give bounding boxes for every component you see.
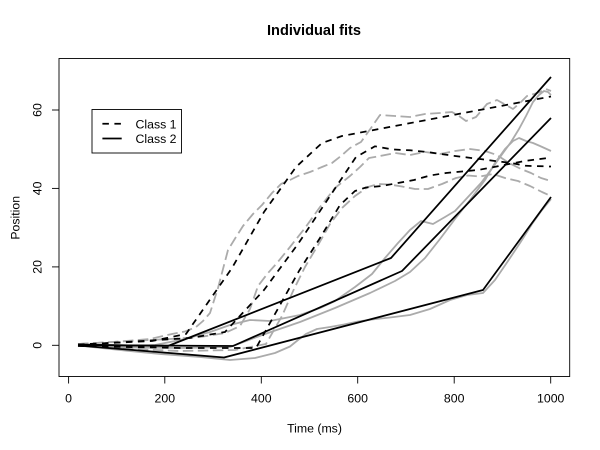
svg-text:Individual fits: Individual fits: [267, 23, 361, 39]
svg-text:1000: 1000: [537, 392, 565, 406]
svg-text:Class 1: Class 1: [136, 117, 177, 131]
svg-text:20: 20: [30, 260, 44, 274]
svg-text:60: 60: [30, 103, 44, 117]
svg-text:200: 200: [155, 392, 176, 406]
svg-text:800: 800: [444, 392, 465, 406]
svg-text:Position: Position: [9, 196, 23, 240]
svg-text:0: 0: [65, 392, 72, 406]
svg-text:Class 2: Class 2: [136, 132, 177, 146]
svg-text:Time (ms): Time (ms): [287, 422, 342, 436]
svg-text:600: 600: [347, 392, 368, 406]
svg-text:0: 0: [30, 342, 44, 349]
svg-text:40: 40: [30, 181, 44, 195]
svg-text:400: 400: [251, 392, 272, 406]
